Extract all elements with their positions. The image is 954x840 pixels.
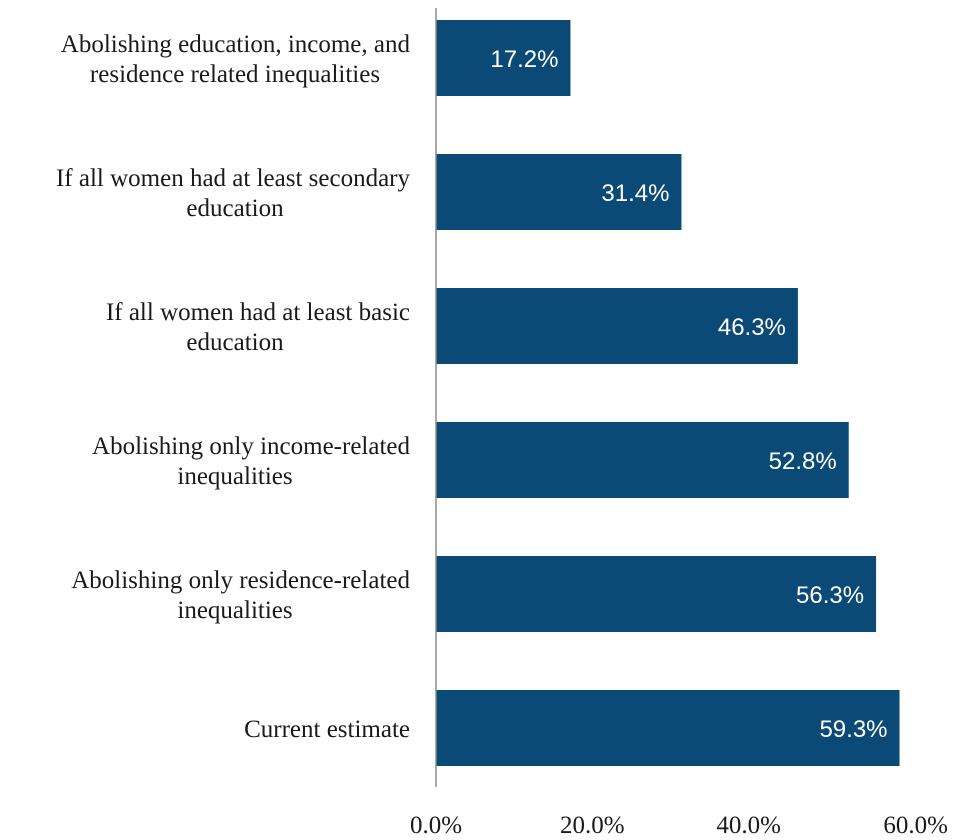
category-label-3-line-2: education — [186, 329, 284, 356]
bars-layer: 17.2% 31.4% 46.3% 52.8% 56.3% 59.3% — [436, 20, 900, 766]
category-label-4-line-1: Abolishing only income-related — [92, 433, 410, 460]
data-label-4: 52.8% — [769, 448, 837, 475]
category-labels: Abolishing education, income, and residen… — [56, 31, 411, 743]
category-label-4-line-2: inequalities — [177, 463, 292, 490]
category-label-1-line-1: Abolishing education, income, and — [61, 31, 411, 58]
bar-6 — [436, 690, 900, 766]
bar-3 — [436, 288, 798, 364]
category-label-2-line-2: education — [186, 195, 284, 222]
bar-5 — [436, 556, 877, 632]
x-tick-label-4: 60.0% — [883, 812, 948, 839]
category-label-6-line-1: Current estimate — [244, 716, 410, 743]
x-tick-label-1: 0.0% — [410, 812, 462, 839]
data-label-1: 17.2% — [490, 46, 558, 73]
category-label-2-line-1: If all women had at least secondary — [56, 165, 411, 192]
category-label-5-line-1: Abolishing only residence-related — [71, 567, 410, 594]
data-label-5: 56.3% — [796, 582, 864, 609]
category-label-5-line-2: inequalities — [177, 597, 292, 624]
data-label-3: 46.3% — [718, 314, 786, 341]
x-tick-label-2: 20.0% — [560, 812, 625, 839]
bar-2 — [436, 154, 682, 230]
x-tick-label-3: 40.0% — [716, 812, 781, 839]
bar-1 — [436, 20, 571, 96]
category-label-1-line-2: residence related inequalities — [90, 61, 380, 88]
bar-4 — [436, 422, 849, 498]
data-label-6: 59.3% — [819, 716, 887, 743]
category-label-3-line-1: If all women had at least basic — [106, 299, 410, 326]
data-label-2: 31.4% — [601, 180, 669, 207]
value-axis: 0.0% 20.0% 40.0% 60.0% — [410, 8, 948, 839]
